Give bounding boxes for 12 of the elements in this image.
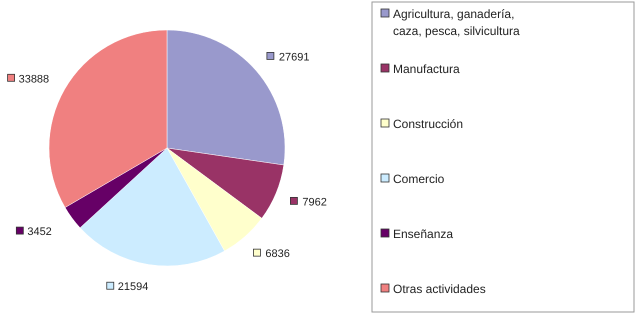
legend-label: Manufactura bbox=[393, 62, 460, 76]
legend-label: Otras actividades bbox=[393, 282, 486, 296]
legend-label: Agricultura, ganadería, caza, pesca, silvicultura bbox=[393, 7, 520, 38]
data-label: 6836 bbox=[265, 248, 290, 260]
data-label: 7962 bbox=[302, 196, 327, 208]
legend-label: Comercio bbox=[393, 172, 445, 186]
data-label: 33888 bbox=[18, 73, 50, 86]
data-label: 21594 bbox=[118, 281, 148, 294]
legend-label: Enseñanza bbox=[393, 227, 454, 241]
data-label: 3452 bbox=[27, 226, 52, 238]
data-label: 27691 bbox=[278, 51, 310, 64]
legend-label: Construcción bbox=[393, 117, 464, 131]
